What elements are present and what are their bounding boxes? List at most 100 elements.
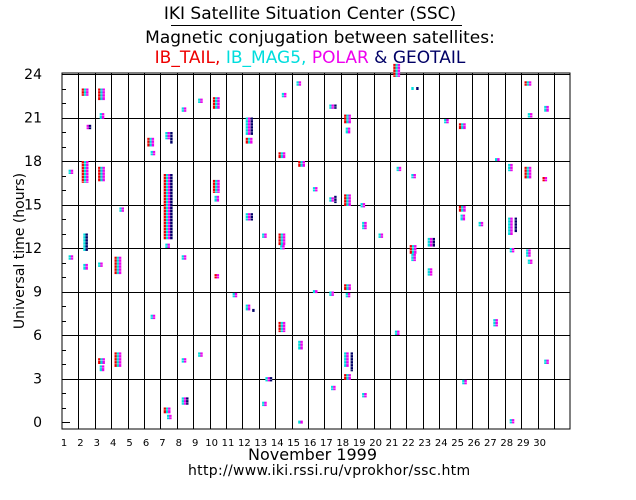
event-marker-dot-gap — [217, 105, 220, 106]
event-marker-dot-gap — [348, 286, 351, 288]
event-marker-dot-gap — [362, 395, 365, 396]
event-marker-dot-gap — [168, 221, 171, 222]
event-marker-dot-gap — [329, 199, 332, 201]
event-marker-dot-gap — [333, 387, 336, 389]
event-marker-dot-gap — [118, 267, 122, 269]
event-marker-dot-gap — [149, 142, 152, 144]
event-marker-dot-gap — [250, 122, 253, 124]
event-marker-dot-gap — [168, 188, 171, 189]
event-marker-dot-gap — [346, 363, 349, 365]
event-marker-dot-gap — [344, 196, 347, 198]
event-marker-dot-gap — [114, 264, 117, 266]
event-marker-dot-gap — [83, 241, 86, 243]
legend-entry-geotail: GEOTAIL — [392, 48, 466, 68]
chart-title: IKI Satellite Situation Center (SSC) — [163, 4, 457, 24]
event-marker-dot-gap — [329, 106, 332, 108]
event-marker-dot-gap — [181, 402, 185, 404]
y-tick-label: 9 — [33, 285, 42, 301]
event-marker-dot-gap — [278, 326, 281, 328]
event-marker-geotail — [252, 308, 255, 312]
event-marker-ib-tail — [81, 161, 85, 183]
event-marker-dot-gap — [398, 168, 402, 170]
event-marker-dot-gap — [170, 188, 173, 189]
event-marker-dot-gap — [526, 168, 530, 170]
event-marker-polar — [463, 123, 466, 130]
event-marker-dot-gap — [411, 247, 415, 248]
event-marker-dot-gap — [217, 190, 220, 192]
event-marker-dot-gap — [86, 178, 89, 179]
event-marker-dot-gap — [217, 181, 220, 183]
event-marker-dot-gap — [168, 194, 171, 195]
event-marker-dot-gap — [344, 360, 347, 362]
event-marker-dot-gap — [411, 250, 415, 251]
event-marker-dot-gap — [163, 209, 167, 210]
event-marker-dot-gap — [546, 361, 549, 363]
event-marker-dot-gap — [397, 71, 401, 73]
event-marker-dot-gap — [163, 218, 167, 219]
event-marker-dot-gap — [168, 185, 171, 186]
x-tick-label: 24 — [435, 438, 448, 449]
event-marker-dot-gap — [116, 360, 120, 362]
event-marker-dot-gap — [247, 215, 251, 216]
event-marker-dot-gap — [508, 165, 511, 167]
event-marker-dot-gap — [397, 68, 401, 70]
y-tick-label: 0 — [33, 415, 42, 431]
event-marker-dot-gap — [344, 116, 347, 118]
event-marker-dot-gap — [83, 244, 86, 246]
event-marker-dot-gap — [510, 165, 513, 167]
event-marker-dot-gap — [514, 222, 517, 224]
x-tick-label: 16 — [304, 438, 317, 449]
event-marker-ib-mag5 — [346, 374, 349, 380]
event-marker-dot-gap — [102, 171, 105, 173]
event-marker-dot-gap — [165, 245, 168, 247]
event-marker-dot-gap — [546, 107, 549, 109]
event-marker-ib-mag5 — [83, 161, 87, 183]
event-marker-dot-gap — [168, 197, 171, 198]
event-marker-dot-gap — [508, 228, 511, 230]
event-marker-dot-gap — [163, 206, 167, 207]
event-marker-dot-gap — [116, 267, 120, 269]
event-marker-dot-gap — [247, 131, 251, 133]
event-marker-dot-gap — [165, 176, 169, 177]
event-marker-dot-gap — [298, 342, 301, 344]
x-tick-label: 21 — [386, 438, 399, 449]
event-marker-dot-gap — [380, 235, 384, 237]
event-marker-polar — [247, 213, 251, 221]
x-tick-label: 28 — [500, 438, 513, 449]
event-marker-dot-gap — [344, 199, 347, 201]
event-marker-dot-gap — [99, 115, 103, 116]
event-marker-dot-gap — [247, 306, 251, 308]
event-marker-dot-gap — [345, 129, 349, 131]
event-marker-dot-gap — [83, 172, 87, 173]
event-marker-dot-gap — [530, 261, 533, 263]
event-marker-dot-gap — [116, 270, 120, 272]
x-tick-label: 12 — [238, 438, 251, 449]
legend-entry-ib-tail: IB_TAIL — [154, 48, 216, 68]
event-marker-dot-gap — [170, 230, 173, 231]
legend-entry-polar: POLAR — [311, 48, 369, 68]
event-marker-dot-gap — [478, 223, 481, 225]
legend-entry-ib-mag5: IB_MAG5 — [225, 48, 302, 68]
event-marker-ib-mag5 — [298, 340, 301, 350]
event-marker-dot-gap — [102, 360, 105, 361]
event-marker-dot-gap — [298, 345, 301, 347]
event-marker-dot-gap — [163, 221, 167, 222]
event-marker-dot-gap — [86, 169, 89, 170]
event-marker-dot-gap — [334, 200, 337, 202]
event-marker-geotail — [432, 237, 435, 247]
event-marker-dot-gap — [331, 199, 334, 201]
event-marker-ib-mag5 — [245, 213, 249, 221]
event-marker-dot-gap — [183, 109, 187, 111]
plot-frame — [61, 72, 571, 430]
event-marker-dot-gap — [163, 191, 167, 192]
event-marker-dot-gap — [510, 231, 513, 233]
event-marker-dot-gap — [152, 316, 156, 318]
event-marker-dot-gap — [165, 212, 169, 213]
event-marker-dot-gap — [464, 381, 467, 383]
event-marker-dot-gap — [250, 218, 253, 219]
event-marker-dot-gap — [212, 99, 216, 100]
event-marker-ib-mag5 — [460, 214, 463, 221]
event-marker-dot-gap — [542, 179, 545, 180]
event-marker-dot-gap — [83, 178, 87, 179]
